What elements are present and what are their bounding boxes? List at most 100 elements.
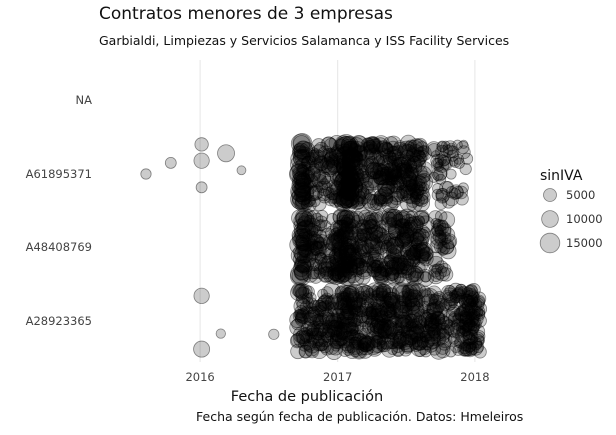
data-point	[292, 143, 307, 158]
data-point	[435, 260, 449, 274]
data-point	[377, 173, 395, 191]
data-point	[333, 138, 349, 155]
data-point	[358, 255, 377, 274]
data-point	[352, 151, 364, 163]
data-point	[460, 152, 474, 165]
data-point	[369, 225, 388, 243]
data-point	[347, 137, 366, 155]
data-point	[393, 175, 407, 190]
data-point	[293, 255, 312, 273]
data-point	[300, 329, 314, 344]
data-point	[406, 246, 421, 261]
data-point	[327, 293, 345, 311]
data-point	[371, 307, 386, 323]
data-point	[294, 263, 313, 282]
data-point	[401, 171, 418, 187]
data-point	[345, 329, 357, 340]
data-point	[290, 246, 308, 265]
data-point	[367, 162, 384, 179]
data-point	[339, 181, 360, 201]
data-point	[301, 265, 319, 283]
data-point	[350, 248, 367, 265]
data-point	[389, 190, 404, 206]
data-point	[342, 308, 355, 321]
data-point	[341, 169, 363, 191]
data-point	[436, 141, 448, 153]
data-point	[372, 241, 386, 255]
data-point	[299, 332, 317, 351]
data-point	[314, 301, 330, 317]
data-point	[378, 320, 397, 339]
data-point	[356, 168, 369, 181]
data-point	[300, 156, 314, 170]
data-point	[357, 284, 374, 301]
data-point	[381, 156, 399, 173]
data-point	[328, 190, 343, 204]
data-point	[392, 157, 410, 175]
data-point	[379, 264, 392, 277]
data-point	[430, 223, 445, 237]
data-point	[335, 324, 352, 340]
data-point	[341, 157, 361, 177]
data-point	[378, 300, 395, 316]
data-point	[322, 148, 337, 162]
data-point	[430, 217, 442, 229]
data-point	[416, 269, 435, 287]
data-point	[332, 219, 349, 236]
data-point	[390, 174, 408, 191]
data-point	[351, 194, 364, 208]
data-point	[325, 312, 342, 329]
data-point	[330, 230, 349, 249]
data-point	[296, 258, 313, 275]
data-point	[306, 240, 323, 257]
data-point	[342, 181, 363, 202]
data-point	[385, 208, 404, 227]
data-point	[441, 235, 457, 250]
data-point	[348, 143, 363, 158]
data-point	[381, 216, 398, 233]
data-point	[341, 171, 360, 190]
data-point	[372, 227, 388, 243]
data-point	[446, 142, 456, 152]
data-point	[334, 300, 350, 316]
data-point	[403, 216, 416, 229]
data-point	[341, 178, 358, 195]
data-point	[402, 219, 418, 235]
data-point	[324, 150, 338, 165]
data-point	[376, 313, 389, 326]
data-point	[328, 134, 345, 152]
data-point	[356, 321, 375, 340]
data-point	[331, 308, 345, 322]
data-point	[418, 250, 434, 267]
data-point	[351, 333, 368, 350]
data-point	[461, 286, 474, 298]
data-point	[356, 292, 369, 304]
data-point	[376, 335, 393, 353]
data-point	[293, 145, 310, 161]
data-point	[294, 256, 311, 274]
data-point	[300, 169, 315, 184]
data-point	[363, 143, 380, 160]
data-point	[340, 184, 357, 201]
data-point	[324, 193, 337, 207]
data-point	[306, 308, 324, 326]
data-point	[381, 168, 399, 186]
data-point	[360, 315, 373, 328]
data-point	[341, 152, 361, 172]
data-point	[294, 312, 308, 325]
data-point	[301, 155, 314, 168]
data-point	[366, 138, 380, 152]
data-point	[384, 168, 402, 185]
data-point	[296, 189, 312, 206]
data-point	[417, 145, 430, 158]
data-point	[352, 173, 366, 186]
data-point	[344, 290, 363, 309]
data-point	[418, 301, 432, 314]
data-point	[415, 186, 430, 201]
data-point	[326, 157, 342, 173]
data-point	[336, 160, 353, 177]
data-point	[315, 338, 328, 352]
data-point	[433, 166, 448, 181]
data-point	[292, 251, 308, 267]
data-point	[373, 190, 388, 205]
